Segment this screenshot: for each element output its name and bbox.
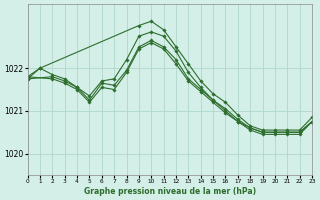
X-axis label: Graphe pression niveau de la mer (hPa): Graphe pression niveau de la mer (hPa)	[84, 187, 256, 196]
